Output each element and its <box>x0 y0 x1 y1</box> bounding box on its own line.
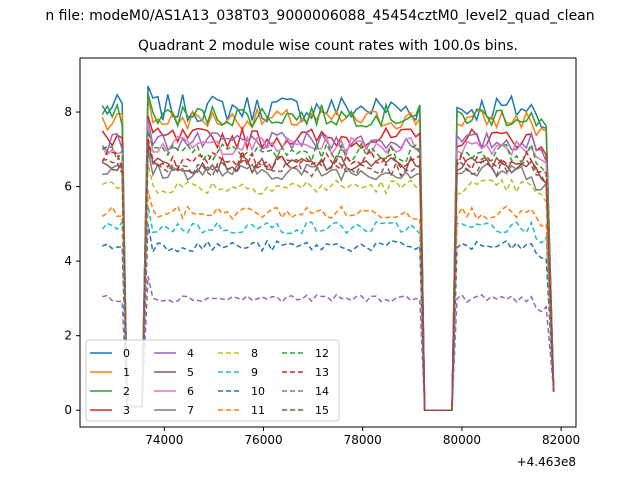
x-tick-label: 76000 <box>244 433 282 447</box>
series-line-9 <box>101 205 555 411</box>
series-line-2 <box>101 93 555 411</box>
y-tick-label: 4 <box>64 254 72 268</box>
legend-label-9: 9 <box>251 366 258 379</box>
legend-box <box>85 339 340 422</box>
y-axis: 0 2 4 6 8 <box>64 105 80 417</box>
legend-label-5: 5 <box>187 366 194 379</box>
series-line-10 <box>102 223 555 411</box>
y-tick-label: 2 <box>64 329 72 343</box>
figure-suptitle: n file: modeM0/AS1A13_038T03_9000006088_… <box>45 8 594 24</box>
legend-label-2: 2 <box>123 385 130 398</box>
legend-label-8: 8 <box>251 347 258 360</box>
legend-label-15: 15 <box>315 404 329 417</box>
legend-label-11: 11 <box>251 404 265 417</box>
x-axis: 74000 76000 78000 80000 82000 <box>145 427 580 447</box>
y-tick-label: 8 <box>64 105 72 119</box>
legend-label-1: 1 <box>123 366 130 379</box>
legend-label-12: 12 <box>315 347 329 360</box>
series-line-14 <box>102 275 555 411</box>
legend-label-0: 0 <box>123 347 130 360</box>
series-line-8 <box>101 164 555 411</box>
series-line-7 <box>102 149 555 411</box>
x-tick-label: 82000 <box>542 433 580 447</box>
series-line-12 <box>101 130 555 411</box>
legend-label-14: 14 <box>315 385 329 398</box>
series-line-11 <box>101 190 555 411</box>
series-line-15 <box>102 145 555 411</box>
legend-label-3: 3 <box>123 404 130 417</box>
series-line-6 <box>101 123 555 411</box>
plot-lines <box>101 85 555 411</box>
legend-label-6: 6 <box>187 385 194 398</box>
x-tick-label: 74000 <box>145 433 183 447</box>
x-offset-label: +4.463e8 <box>517 455 576 469</box>
legend-label-10: 10 <box>251 385 265 398</box>
plot-frame <box>79 57 577 428</box>
x-tick-label: 78000 <box>344 433 382 447</box>
legend-label-7: 7 <box>187 404 194 417</box>
legend-label-4: 4 <box>187 347 194 360</box>
y-tick-label: 6 <box>64 180 72 194</box>
series-line-13 <box>101 137 555 411</box>
x-tick-label: 80000 <box>443 433 481 447</box>
legend-label-13: 13 <box>315 366 329 379</box>
y-tick-label: 0 <box>64 403 72 417</box>
chart-title: Quadrant 2 module wise count rates with … <box>138 38 518 54</box>
